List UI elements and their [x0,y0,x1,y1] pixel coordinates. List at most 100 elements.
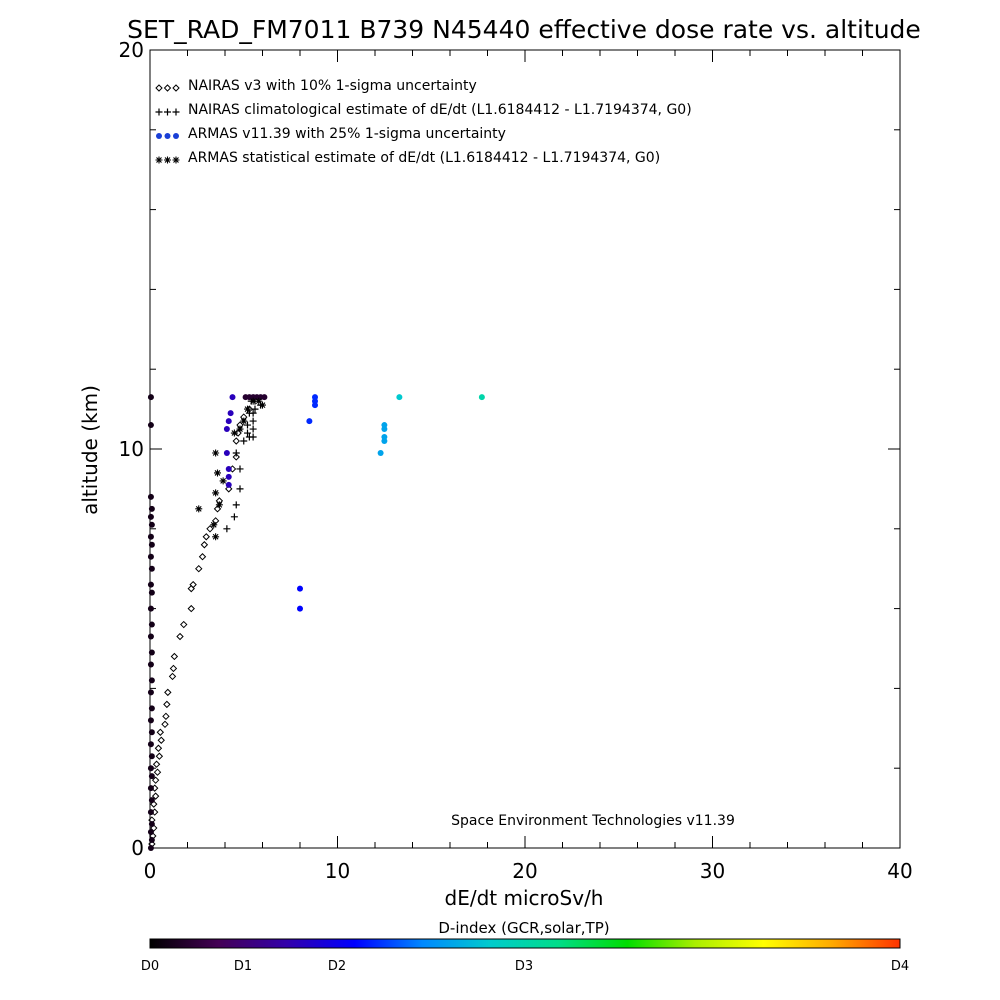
data-point-diamond [168,672,177,681]
data-point-dot [478,394,485,401]
series-diamond [148,405,254,848]
legend-marker-asterisk [164,156,171,164]
data-point-diamond [151,792,160,800]
legend-marker-diamond [155,84,163,92]
data-point-plus [232,501,240,509]
legend-marker-asterisk [155,156,163,164]
data-point-plus [249,417,257,425]
data-point-dot [147,661,154,668]
data-point-dot [223,426,230,433]
data-point-dot [147,809,154,816]
data-point-dot [147,605,154,612]
data-point-asterisk [240,417,248,425]
data-point-diamond [202,533,210,541]
legend-marker-dot [156,133,162,139]
data-point-dot [148,505,155,512]
data-point-dot [148,677,155,684]
data-point-dot [148,837,155,844]
data-point-asterisk [259,401,266,409]
data-point-plus [223,525,231,533]
legend-entry: NAIRAS climatological estimate of dE/dt … [155,102,692,118]
data-point-dot [148,821,155,828]
data-point-dot [377,449,384,456]
data-point-dot [223,449,230,456]
legend-entry: ARMAS v11.39 with 25% 1-sigma uncertaint… [156,126,506,142]
data-point-dot [148,589,155,596]
data-point-dot [147,422,154,429]
credit-annotation: Space Environment Technologies v11.39 [451,813,735,829]
chart-title: SET_RAD_FM7011 B739 N45440 effective dos… [127,15,921,44]
data-point-dot [381,422,388,429]
data-point-diamond [152,760,161,768]
data-point-asterisk [255,397,263,405]
colorbar-tick-label: D4 [891,959,909,974]
data-point-dot [312,394,318,401]
data-point-diamond [155,752,164,760]
data-point-dot [148,729,155,736]
data-point-dot [297,605,303,612]
data-point-asterisk [214,469,221,477]
data-point-diamond [187,604,195,613]
data-point-asterisk [212,449,220,457]
legend-label: NAIRAS climatological estimate of dE/dt … [188,102,692,118]
colorbar-tick-label: D2 [328,959,346,974]
legend-label: ARMAS v11.39 with 25% 1-sigma uncertaint… [188,126,506,142]
data-point-diamond [200,541,209,549]
data-point-dot [147,785,154,792]
data-point-dot [225,473,232,480]
data-point-dot [147,845,154,851]
y-axis-label: altitude (km) [78,385,102,515]
data-point-dot [147,741,154,748]
data-point-diamond [151,776,160,784]
legend-marker-asterisk [172,156,180,164]
data-point-asterisk [244,405,251,413]
colorbar [149,938,901,949]
data-point-dot [148,565,155,572]
data-point-plus [251,405,259,413]
x-tick-label: 20 [512,859,537,883]
data-point-asterisk [212,489,220,497]
data-point-diamond [211,517,220,525]
data-point-diamond [156,728,165,736]
data-point-asterisk [212,533,220,541]
data-point-dot [297,585,303,592]
data-point-asterisk [219,477,227,485]
data-point-dot [147,717,154,724]
data-point-diamond [153,768,162,776]
data-point-diamond [189,580,197,589]
data-point-dot [148,521,155,528]
y-tick-label: 0 [131,836,144,860]
legend-marker-diamond [172,84,180,92]
data-point-diamond [157,736,165,744]
data-point-dot [148,621,155,628]
data-point-plus [236,485,244,493]
data-point-asterisk [230,429,238,437]
x-axis-label: dE/dt microSv/h [445,886,604,910]
data-point-dot [148,541,155,548]
data-point-diamond [232,453,240,461]
data-point-dot [147,513,154,520]
data-point-dot [147,633,154,640]
legend-marker-dot [173,133,179,139]
legend-marker-dot [164,133,171,139]
data-point-asterisk [236,425,244,433]
data-point-plus [232,449,240,457]
data-point-asterisk [215,501,223,509]
data-point-dot [227,410,234,417]
data-point-dot [147,553,154,560]
y-tick-label: 10 [119,437,144,461]
data-point-diamond [170,652,179,661]
legend-entry: ARMAS statistical estimate of dE/dt (L1.… [155,150,660,166]
data-point-dot [306,418,313,425]
data-point-dot [147,533,154,540]
data-point-dot [147,394,154,401]
series-asterisk [195,397,266,541]
data-point-plus [240,437,248,445]
colorbar-tick-label: D3 [515,959,533,974]
data-point-dot [148,649,155,656]
data-point-plus [244,421,251,429]
data-point-diamond [169,664,178,673]
data-point-diamond [180,620,188,629]
legend-label: NAIRAS v3 with 10% 1-sigma uncertainty [188,78,477,94]
data-point-dot [147,829,154,836]
